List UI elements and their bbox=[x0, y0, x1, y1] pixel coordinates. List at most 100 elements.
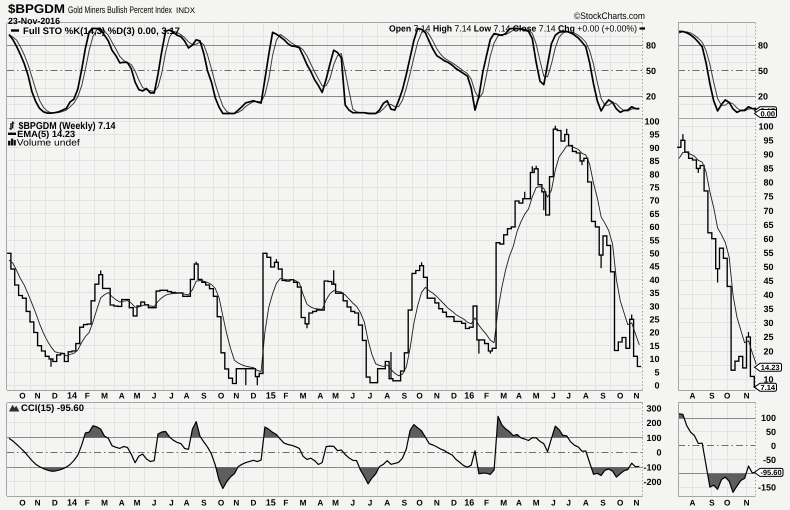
svg-text:10: 10 bbox=[649, 354, 659, 364]
svg-text:50: 50 bbox=[646, 66, 656, 76]
svg-text:50: 50 bbox=[758, 66, 768, 76]
svg-text:40: 40 bbox=[649, 275, 659, 285]
svg-text:N: N bbox=[744, 499, 750, 508]
svg-text:7.14: 7.14 bbox=[760, 383, 775, 392]
svg-text:$BPGDM: $BPGDM bbox=[8, 2, 65, 16]
svg-text:A: A bbox=[317, 392, 323, 401]
svg-text:J: J bbox=[368, 499, 373, 508]
svg-text:N: N bbox=[35, 499, 41, 508]
svg-text:60: 60 bbox=[649, 222, 659, 232]
svg-text:A: A bbox=[184, 392, 190, 401]
svg-text:M: M bbox=[533, 499, 540, 508]
svg-text:J: J bbox=[152, 392, 157, 401]
svg-text:100: 100 bbox=[646, 433, 661, 443]
svg-text:M: M bbox=[101, 392, 108, 401]
svg-text:-95.60: -95.60 bbox=[760, 468, 781, 477]
svg-text:A: A bbox=[119, 392, 125, 401]
svg-text:A: A bbox=[583, 392, 589, 401]
svg-text:O: O bbox=[19, 392, 26, 401]
svg-text:J: J bbox=[169, 392, 174, 401]
svg-text:-200: -200 bbox=[643, 477, 661, 487]
svg-text:35: 35 bbox=[649, 288, 659, 298]
svg-text:80: 80 bbox=[649, 169, 659, 179]
svg-text:85: 85 bbox=[649, 156, 659, 166]
svg-text:M: M bbox=[500, 499, 507, 508]
svg-text:O: O bbox=[724, 392, 731, 401]
svg-text:16: 16 bbox=[464, 391, 474, 401]
svg-text:A: A bbox=[119, 499, 125, 508]
svg-text:N: N bbox=[633, 499, 639, 508]
svg-text:300: 300 bbox=[646, 403, 661, 413]
svg-text:S: S bbox=[709, 499, 715, 508]
svg-text:N: N bbox=[434, 499, 440, 508]
svg-text:200: 200 bbox=[646, 418, 661, 428]
svg-text:70: 70 bbox=[763, 206, 773, 216]
svg-text:D: D bbox=[251, 392, 257, 401]
svg-text:50: 50 bbox=[763, 262, 773, 272]
svg-text:100: 100 bbox=[758, 122, 773, 132]
svg-text:20: 20 bbox=[646, 92, 656, 102]
svg-text:15: 15 bbox=[266, 391, 276, 401]
svg-text:CCI(15) -95.60: CCI(15) -95.60 bbox=[21, 403, 84, 414]
svg-text:-150: -150 bbox=[758, 483, 776, 493]
svg-text:J: J bbox=[566, 499, 571, 508]
svg-text:F: F bbox=[283, 392, 288, 401]
svg-text:Open 7.14 High 7.14 Low 7.14 C: Open 7.14 High 7.14 Low 7.14 Close 7.14 … bbox=[389, 24, 637, 34]
svg-text:O: O bbox=[617, 499, 624, 508]
svg-text:M: M bbox=[533, 392, 540, 401]
svg-text:N: N bbox=[233, 499, 239, 508]
svg-text:23-Nov-2016: 23-Nov-2016 bbox=[8, 16, 60, 26]
svg-text:60: 60 bbox=[763, 234, 773, 244]
svg-text:M: M bbox=[332, 392, 339, 401]
svg-text:J: J bbox=[551, 392, 556, 401]
svg-text:20: 20 bbox=[758, 92, 768, 102]
svg-text:A: A bbox=[384, 392, 390, 401]
svg-text:A: A bbox=[184, 499, 190, 508]
svg-text:-50: -50 bbox=[763, 455, 776, 465]
svg-text:A: A bbox=[690, 499, 696, 508]
svg-text:40: 40 bbox=[763, 290, 773, 300]
svg-text:5: 5 bbox=[654, 367, 659, 377]
svg-text:D: D bbox=[451, 392, 457, 401]
svg-text:Volume undef: Volume undef bbox=[17, 137, 81, 147]
svg-text:S: S bbox=[402, 499, 408, 508]
svg-text:J: J bbox=[169, 499, 174, 508]
svg-text:0: 0 bbox=[656, 448, 661, 458]
svg-text:45: 45 bbox=[763, 276, 773, 286]
svg-text:S: S bbox=[402, 392, 408, 401]
svg-text:J: J bbox=[368, 392, 373, 401]
svg-text:O: O bbox=[416, 499, 423, 508]
svg-text:45: 45 bbox=[649, 262, 659, 272]
svg-text:N: N bbox=[633, 392, 639, 401]
svg-text:70: 70 bbox=[649, 196, 659, 206]
svg-text:50: 50 bbox=[766, 427, 776, 437]
svg-text:M: M bbox=[101, 499, 108, 508]
svg-text:©StockCharts.com: ©StockCharts.com bbox=[574, 11, 645, 22]
svg-text:A: A bbox=[317, 499, 323, 508]
svg-text:J: J bbox=[551, 499, 556, 508]
svg-text:O: O bbox=[724, 499, 731, 508]
svg-text:A: A bbox=[690, 392, 696, 401]
svg-text:55: 55 bbox=[763, 248, 773, 258]
svg-text:S: S bbox=[600, 392, 606, 401]
svg-text:80: 80 bbox=[646, 41, 656, 51]
svg-text:0.00: 0.00 bbox=[760, 109, 775, 118]
svg-text:A: A bbox=[516, 392, 522, 401]
svg-text:J: J bbox=[351, 392, 356, 401]
svg-text:20: 20 bbox=[649, 328, 659, 338]
svg-text:10: 10 bbox=[763, 374, 773, 384]
svg-text:O: O bbox=[218, 499, 225, 508]
svg-text:85: 85 bbox=[763, 164, 773, 174]
svg-text:90: 90 bbox=[763, 150, 773, 160]
svg-text:30: 30 bbox=[649, 301, 659, 311]
svg-text:Full STO %K(14,3) %D(3) 0.00,: Full STO %K(14,3) %D(3) 0.00, 3.17 bbox=[23, 26, 180, 37]
svg-text:D: D bbox=[52, 499, 58, 508]
svg-text:F: F bbox=[85, 499, 90, 508]
svg-text:25: 25 bbox=[649, 315, 659, 325]
svg-text:15: 15 bbox=[649, 341, 659, 351]
svg-text:A: A bbox=[516, 499, 522, 508]
svg-text:A: A bbox=[583, 499, 589, 508]
svg-text:25: 25 bbox=[763, 332, 773, 342]
svg-text:N: N bbox=[35, 392, 41, 401]
svg-text:O: O bbox=[617, 392, 624, 401]
